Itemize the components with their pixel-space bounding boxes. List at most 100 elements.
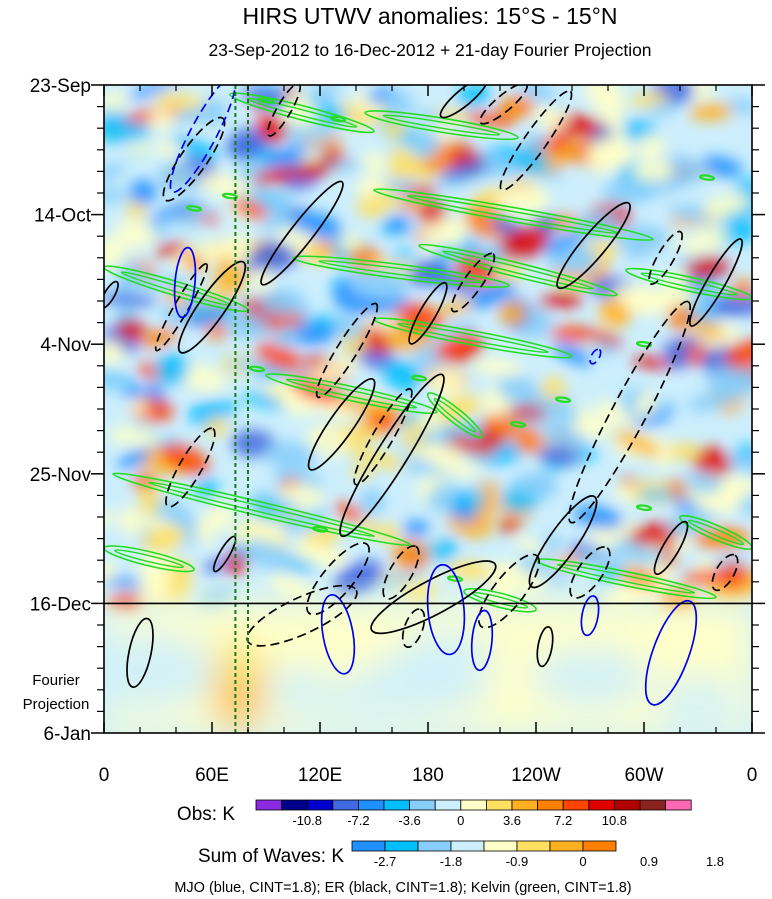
anomaly-cell — [107, 426, 158, 445]
anomaly-cell — [334, 502, 365, 521]
er-contour-positive — [528, 495, 598, 589]
wave-contours — [104, 85, 752, 706]
kelvin-contour-outer — [112, 472, 411, 547]
anomaly-cell — [499, 227, 550, 260]
anomaly-cell — [149, 108, 175, 131]
anomaly-cell — [685, 256, 731, 279]
anomaly-cell — [519, 428, 544, 453]
kelvin-contour-small — [410, 374, 428, 382]
anomaly-cell — [615, 431, 661, 456]
kelvin-contour-inner — [382, 114, 501, 136]
er-contour-positive — [339, 373, 445, 538]
anomaly-cell — [277, 227, 314, 250]
anomaly-cell — [507, 484, 557, 496]
obs-colorbar-swatch — [306, 799, 334, 811]
er-contour-positive — [439, 85, 489, 119]
obs-colorbar-swatch — [665, 799, 692, 811]
anomaly-cell — [241, 538, 296, 572]
anomaly-cell — [393, 540, 429, 571]
anomaly-cell — [692, 446, 731, 479]
anomaly-cell — [612, 285, 668, 309]
er-contour-negative — [569, 546, 611, 599]
waves-colorbar-swatch — [549, 840, 584, 852]
waves-colorbar-tick-label: -0.9 — [506, 854, 528, 869]
waves-colorbar-tick-label: -2.7 — [374, 854, 396, 869]
anomaly-cell — [636, 489, 676, 501]
anomaly-cell — [293, 154, 348, 179]
y-tick-label: 14-Oct — [34, 206, 92, 227]
kelvin-contour-small — [257, 97, 275, 104]
anomaly-cell — [300, 541, 320, 555]
anomaly-cell — [230, 157, 276, 186]
obs-colorbar-swatch — [485, 799, 513, 811]
anomaly-cell — [104, 560, 117, 582]
anomaly-cell — [512, 149, 550, 174]
obs-colorbar: Obs: K -10.8 -7.2 -3.6 0 3.6 7.2 10.8 — [177, 799, 692, 828]
anomaly-cell — [153, 140, 181, 156]
anomaly-cell — [154, 352, 190, 384]
anomaly-cell — [434, 332, 479, 359]
projection-label-line2: Projection — [23, 696, 90, 713]
kelvin-contour-small — [509, 421, 527, 428]
waves-colorbar-swatch — [483, 840, 518, 852]
x-tick-label: 60W — [624, 765, 663, 786]
anomaly-cell — [141, 328, 178, 348]
anomaly-cell — [104, 372, 129, 392]
anomaly-cell — [537, 293, 584, 309]
er-contour-positive — [104, 280, 119, 309]
axes: 0 60E 120E 180 120W 60W 0 23-Sep 14-Oct 4-Nov 25-N… — [30, 76, 765, 786]
kelvin-contour-inner — [147, 481, 376, 538]
anomaly-cell — [598, 297, 633, 328]
anomaly-cell — [635, 391, 657, 418]
anomaly-cell — [300, 150, 324, 163]
chart-title: HIRS UTWV anomalies: 15°S - 15°N — [242, 3, 617, 29]
anomaly-cell — [262, 441, 318, 469]
anomaly-cell — [497, 185, 550, 217]
obs-colorbar-swatch — [409, 799, 436, 811]
anomaly-cell — [723, 453, 752, 475]
obs-colorbar-swatch — [537, 799, 564, 811]
anomaly-cell — [250, 268, 274, 292]
anomaly-cell — [138, 486, 160, 516]
mjo-contour-positive — [320, 593, 356, 675]
anomaly-cell — [388, 159, 427, 180]
anomaly-cell — [667, 509, 715, 536]
anomaly-cell — [573, 505, 624, 530]
anomaly-cell — [402, 520, 431, 537]
anomaly-cell — [171, 134, 219, 160]
er-contour-negative — [154, 262, 208, 352]
anomaly-cell — [637, 134, 665, 158]
mjo-contour-positive — [580, 595, 600, 637]
anomaly-cell — [265, 145, 316, 169]
x-tick-label: 180 — [412, 765, 444, 786]
obs-colorbar-swatch — [255, 799, 283, 811]
x-tick-label: 120E — [298, 765, 342, 786]
anomaly-cell — [104, 340, 124, 366]
obs-colorbar-tick-label: 10.8 — [602, 813, 627, 828]
kelvin-contour-small — [698, 174, 716, 181]
er-contour-negative — [266, 85, 302, 137]
er-contour-negative — [165, 427, 216, 508]
waves-colorbar-swatch — [384, 840, 419, 852]
anomaly-cell — [446, 433, 494, 456]
obs-colorbar-tick-label: 0 — [457, 813, 464, 828]
obs-colorbar-swatch — [639, 799, 667, 811]
anomaly-cell — [305, 128, 335, 142]
chart-subtitle: 23-Sep-2012 to 16-Dec-2012 + 21-day Four… — [208, 40, 651, 60]
obs-colorbar-swatch — [434, 799, 462, 811]
obs-colorbar-tick-label: 3.6 — [503, 813, 521, 828]
er-contour-positive — [408, 281, 448, 345]
er-contour-positive — [307, 377, 376, 471]
anomaly-cell — [464, 111, 516, 127]
anomaly-cell — [232, 198, 269, 219]
anomaly-cell — [660, 289, 695, 310]
kelvin-contour-inner — [687, 519, 745, 546]
er-contour-positive — [260, 180, 344, 286]
anomaly-cell — [454, 463, 483, 479]
anomaly-cell — [350, 423, 383, 440]
er-contour-positive — [370, 560, 497, 635]
anomaly-cell — [271, 326, 300, 347]
anomaly-cell — [375, 570, 431, 587]
er-contour-positive — [536, 626, 554, 668]
anomaly-cell — [667, 205, 700, 221]
